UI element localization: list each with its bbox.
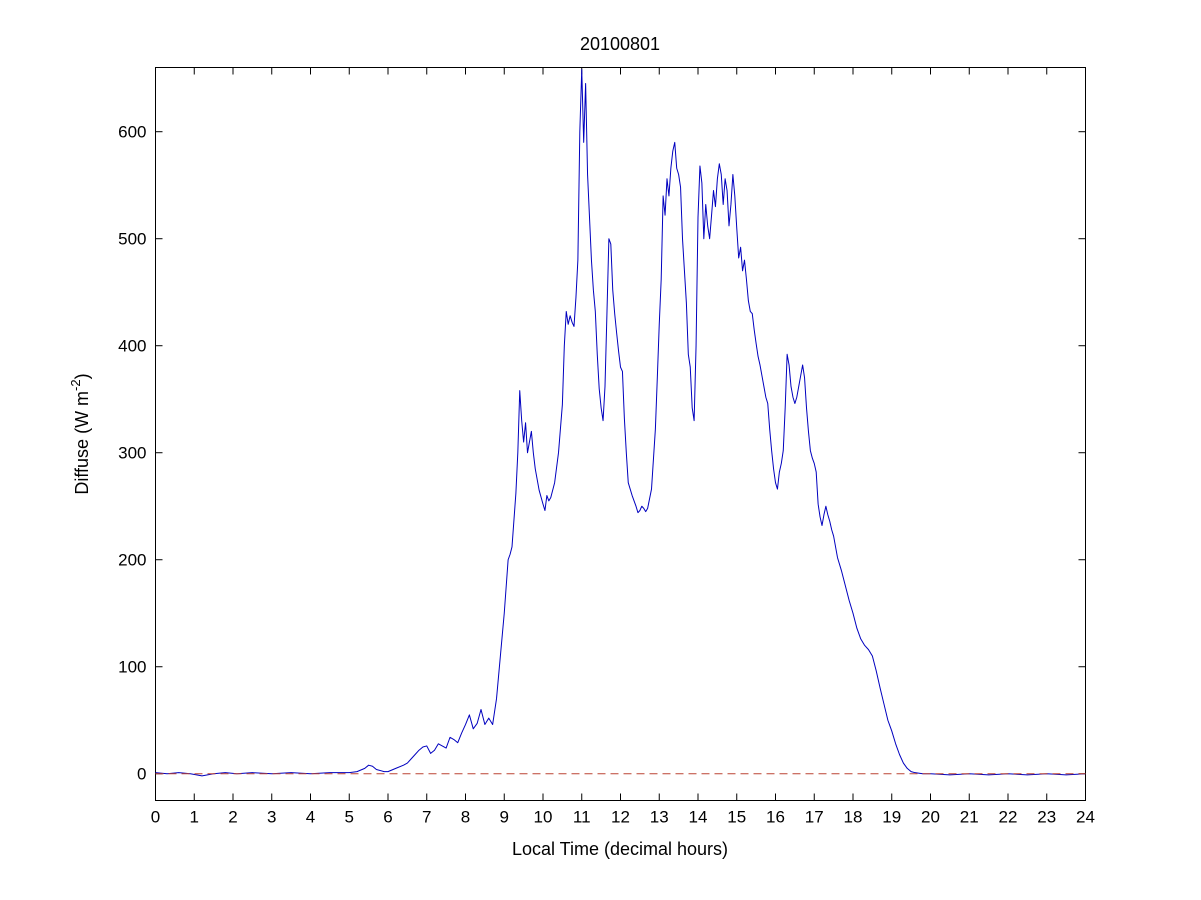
y-axis-label-main: Diffuse (W m	[72, 391, 92, 495]
y-tick-label: 0	[137, 765, 146, 784]
x-axis-label: Local Time (decimal hours)	[512, 839, 728, 859]
plot-area: 0 1 2 3 4 5 6 7 8 9 10 11 12 13 14 15 16 17 18 19 20 21 22 23 24…	[118, 67, 1095, 827]
x-tick-label: 7	[422, 808, 431, 827]
y-tick-label: 100	[118, 658, 146, 677]
y-axis-label: Diffuse (W m-2)	[68, 373, 92, 494]
y-tick-label: 600	[118, 123, 146, 142]
x-tick-label: 20	[921, 808, 940, 827]
y-tick-label: 500	[118, 230, 146, 249]
y-tick-label: 200	[118, 551, 146, 570]
x-tick-label: 15	[727, 808, 746, 827]
x-tick-label: 19	[882, 808, 901, 827]
x-tick-label: 21	[960, 808, 979, 827]
x-tick-label: 18	[844, 808, 863, 827]
x-tick-label: 23	[1037, 808, 1056, 827]
x-tick-label: 5	[345, 808, 354, 827]
y-axis-label-superscript: -2	[68, 379, 83, 391]
x-tick-label: 8	[461, 808, 470, 827]
y-tick-label: 300	[118, 444, 146, 463]
x-tick-label: 4	[306, 808, 315, 827]
y-tick-label: 400	[118, 337, 146, 356]
x-tick-label: 0	[151, 808, 160, 827]
chart-title: 20100801	[580, 34, 660, 54]
diffuse-line	[155, 69, 1086, 777]
x-tick-label: 22	[999, 808, 1018, 827]
x-tick-label: 24	[1076, 808, 1095, 827]
x-tick-label: 13	[650, 808, 669, 827]
axes-box	[155, 67, 1086, 801]
x-tick-label: 2	[228, 808, 237, 827]
x-tick-label: 6	[383, 808, 392, 827]
x-tick-label: 14	[689, 808, 708, 827]
x-tick-label: 1	[190, 808, 199, 827]
x-tick-label: 12	[611, 808, 630, 827]
x-tick-label: 9	[500, 808, 509, 827]
y-axis-label-close: )	[72, 373, 92, 379]
x-tick-label: 17	[805, 808, 824, 827]
x-tick-label: 10	[534, 808, 553, 827]
x-tick-label: 11	[573, 808, 591, 827]
x-tick-label: 16	[766, 808, 785, 827]
x-tick-label: 3	[267, 808, 276, 827]
